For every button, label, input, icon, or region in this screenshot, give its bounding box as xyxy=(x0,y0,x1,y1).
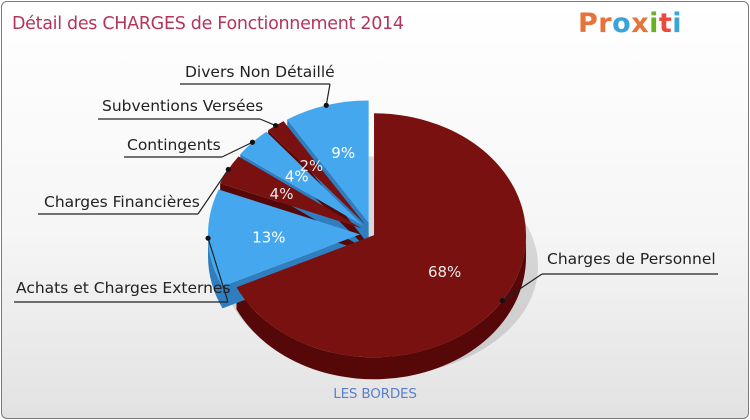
leader-arrowhead xyxy=(323,102,329,108)
leader-line xyxy=(502,273,543,302)
slice-percent-label: 4% xyxy=(270,185,294,203)
logo-letter: x xyxy=(631,8,650,39)
category-label: Charges de Personnel xyxy=(547,250,716,268)
leader-line xyxy=(325,83,331,106)
pie-slice[interactable] xyxy=(208,189,361,287)
pie-slice[interactable] xyxy=(268,121,365,225)
leader-line xyxy=(221,141,253,158)
category-label: Contingents xyxy=(127,136,221,154)
leader-line xyxy=(197,169,229,215)
proxiti-logo: Proxiti xyxy=(578,8,698,42)
pie-slice[interactable] xyxy=(220,156,362,229)
logo-letter: P xyxy=(578,8,599,39)
commune-name: LES BORDES xyxy=(333,386,417,402)
slice-percent-label: 13% xyxy=(252,229,285,247)
slice-percent-label: 68% xyxy=(428,263,461,281)
leader-line xyxy=(259,118,276,127)
logo-letter: o xyxy=(612,8,632,39)
slice-percent-label: 9% xyxy=(331,144,355,162)
slice-percent-label: 2% xyxy=(299,157,323,175)
category-label: Divers Non Détaillé xyxy=(185,63,335,81)
pie-slice[interactable] xyxy=(240,131,364,226)
leader-arrowhead xyxy=(205,235,211,241)
category-label: Subventions Versées xyxy=(102,97,263,115)
leader-arrowhead xyxy=(499,298,505,304)
pie-slice[interactable] xyxy=(236,113,527,358)
slice-percent-label: 4% xyxy=(285,168,309,186)
leader-arrowhead xyxy=(273,122,279,129)
pie-slice-side xyxy=(236,235,527,380)
logo-letter: i xyxy=(649,8,659,39)
leader-arrowhead xyxy=(225,166,231,173)
pie-slice-side xyxy=(208,234,223,309)
logo-letter: t xyxy=(658,8,673,39)
leader-line xyxy=(207,238,229,303)
chart-title: Détail des CHARGES de Fonctionnement 201… xyxy=(12,14,404,34)
logo-letter: i xyxy=(672,8,683,39)
category-label: Charges Financières xyxy=(44,193,200,211)
pie-slice[interactable] xyxy=(287,100,369,223)
logo-letter: r xyxy=(598,8,613,39)
leader-arrowhead xyxy=(249,139,256,145)
category-label: Achats et Charges Externes xyxy=(16,279,231,297)
